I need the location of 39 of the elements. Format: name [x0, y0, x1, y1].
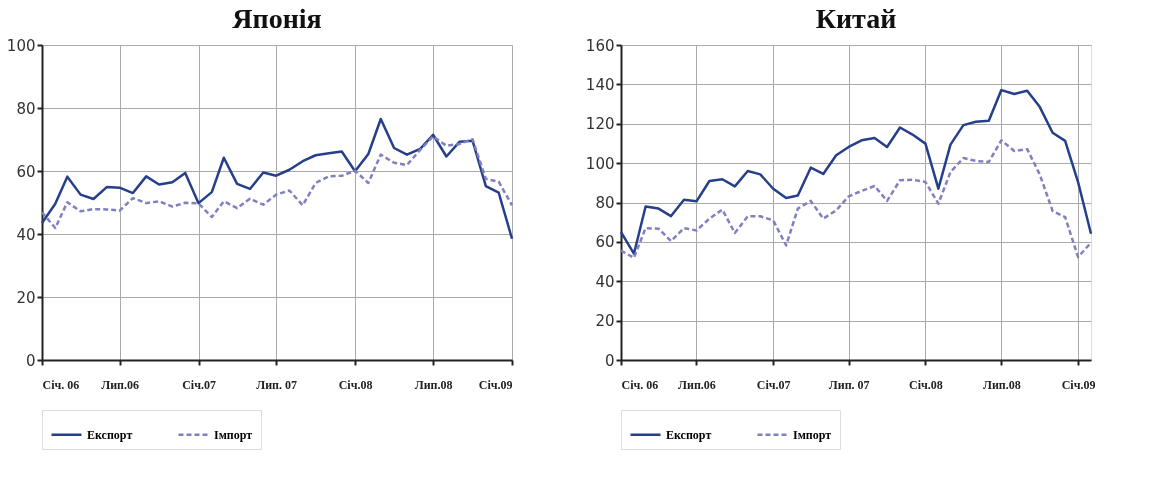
chart-title: Китай [815, 3, 897, 34]
x-tick-label: Лип.06 [101, 377, 140, 392]
x-tick-label: Січ. 06 [621, 377, 659, 392]
chart-title: Японія [232, 3, 322, 34]
y-tick-label: 120 [585, 115, 615, 134]
y-tick-label: 60 [595, 233, 615, 252]
y-tick-label: 80 [595, 194, 615, 212]
x-tick-label: Січ.09 [478, 377, 513, 392]
y-tick-label: 40 [16, 225, 36, 244]
x-tick-label: Січ. 06 [42, 377, 80, 392]
line-series [40, 135, 514, 230]
y-tick-label: 160 [585, 36, 615, 55]
y-tick-label: 0 [25, 351, 36, 370]
y-tick-label: 60 [16, 162, 36, 181]
legend-label: Експорт [87, 427, 133, 442]
x-tick-label: Січ.07 [182, 377, 216, 392]
y-tick-label: 80 [16, 99, 36, 118]
y-tick-label: 20 [16, 288, 36, 307]
y-tick-label: 140 [585, 75, 615, 94]
x-tick-label: Лип. 07 [828, 377, 870, 392]
y-tick-label: 100 [6, 36, 36, 55]
legend-label: Імпорт [214, 427, 253, 442]
line-series [619, 139, 1093, 260]
x-tick-label: Лип.08 [414, 377, 453, 392]
y-tick-label: 40 [595, 272, 615, 291]
x-tick-label: Лип.08 [982, 377, 1021, 392]
legend-label: Експорт [666, 427, 712, 442]
x-tick-label: Січ.07 [756, 377, 791, 392]
y-tick-label: 0 [604, 351, 615, 370]
legend-label: Імпорт [793, 427, 832, 442]
y-tick-label: 20 [595, 312, 615, 331]
x-tick-label: Січ.08 [338, 377, 373, 392]
x-tick-label: Січ.09 [1061, 377, 1096, 392]
x-tick-label: Лип. 07 [256, 377, 298, 392]
line-series [40, 117, 514, 240]
line-series [619, 88, 1093, 255]
x-tick-label: Січ.08 [909, 377, 943, 392]
y-tick-label: 100 [585, 154, 615, 173]
x-tick-label: Лип.06 [678, 377, 716, 392]
